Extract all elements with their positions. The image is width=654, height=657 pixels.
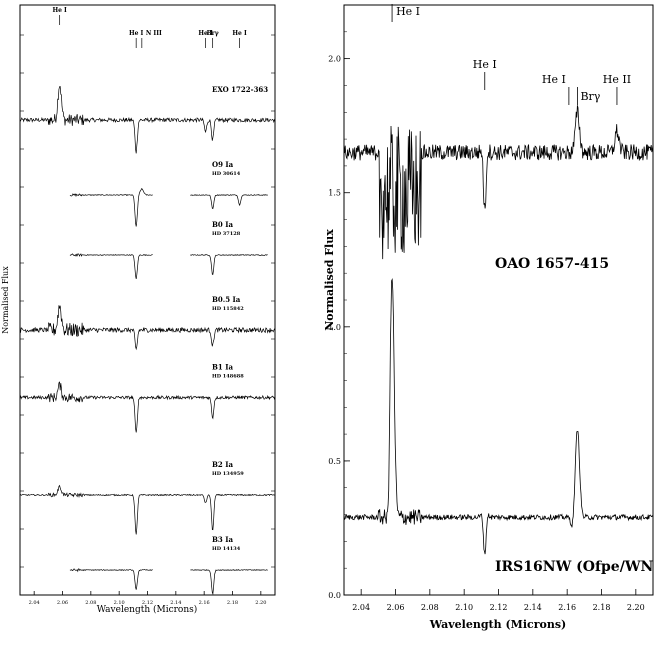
left-x-tick-label: 2.06 <box>57 600 68 606</box>
left-series-label: B2 Ia <box>212 460 233 469</box>
left-y-axis-label: Normalised Flux <box>1 266 10 334</box>
right-x-tick-label: 2.10 <box>455 603 473 612</box>
left-line-marker-label: N III <box>146 30 162 37</box>
left-series-sublabel: HD 148688 <box>212 374 244 380</box>
right-y-tick-label: 0.5 <box>328 457 341 466</box>
right-line-marker-label: He I <box>473 58 497 71</box>
right-spectrum-line <box>343 277 654 555</box>
right-y-tick-label: 0.0 <box>328 591 341 600</box>
left-series-sublabel: HD 134959 <box>212 471 244 477</box>
right-x-tick-label: 2.08 <box>421 603 439 612</box>
left-series-sublabel: HD 30614 <box>212 171 241 177</box>
right-y-axis-label: Normalised Flux <box>323 229 336 331</box>
left-x-tick-label: 2.08 <box>85 600 96 606</box>
right-x-tick-label: 2.16 <box>558 603 576 612</box>
right-x-tick-label: 2.12 <box>490 603 508 612</box>
left-x-tick-label: 2.10 <box>114 600 125 606</box>
left-spectrum-line <box>19 381 276 433</box>
left-series-label: B0 Ia <box>212 220 233 229</box>
left-line-marker-label: He I <box>129 30 144 37</box>
left-line-marker-label: He I <box>232 30 247 37</box>
left-series-label: B1 Ia <box>212 363 233 372</box>
right-x-axis-label: Wavelength (Microns) <box>429 618 566 631</box>
left-spectrum-line <box>69 568 268 596</box>
right-y-tick-label: 1.0 <box>328 323 341 332</box>
left-line-marker-label: He I <box>52 7 67 14</box>
right-line-marker-label: He II <box>603 73 631 86</box>
left-series-sublabel: HD 115842 <box>212 306 244 312</box>
left-series-sublabel: HD 37128 <box>212 231 241 237</box>
right-x-tick-label: 2.18 <box>593 603 611 612</box>
left-spectrum-line <box>19 305 276 351</box>
right-x-tick-label: 2.20 <box>627 603 645 612</box>
right-x-tick-label: 2.06 <box>387 603 405 612</box>
left-x-tick-label: 2.12 <box>142 600 153 606</box>
right-x-tick-label: 2.04 <box>352 603 370 612</box>
right-y-tick-label: 1.5 <box>328 189 341 198</box>
right-plot-frame <box>343 4 654 596</box>
left-spectrum-line <box>19 484 276 535</box>
left-series-label: EXO 1722-363 <box>212 85 268 94</box>
left-x-tick-label: 2.20 <box>255 600 266 606</box>
left-line-marker-label: Brγ <box>207 30 219 37</box>
left-series-label: B0.5 Ia <box>212 295 241 304</box>
right-line-marker-label: He I <box>396 5 420 18</box>
left-series-sublabel: HD 14134 <box>212 546 241 552</box>
right-line-marker-label: He I <box>542 73 566 86</box>
left-series-label: B3 Ia <box>212 535 233 544</box>
left-line-marker-label: He I <box>198 30 213 37</box>
right-spectrum-line <box>343 105 654 260</box>
right-y-tick-label: 2.0 <box>328 55 341 64</box>
left-spectrum-line <box>69 253 268 279</box>
left-spectrum-line <box>69 188 268 227</box>
left-x-axis-label: Wavelength (Microns) <box>97 604 198 615</box>
right-x-tick-label: 2.14 <box>524 603 542 612</box>
right-series-label: IRS16NW (Ofpe/WN9) <box>495 559 654 575</box>
left-spectra-panel: 2.04 2.06 2.08 2.10 2.12 2.14 2.16 2.18 2.20 He … <box>1 4 276 615</box>
right-line-marker-label: Brγ <box>580 90 600 103</box>
left-series-label: O9 Ia <box>212 160 234 169</box>
left-x-tick-label: 2.18 <box>227 600 238 606</box>
left-x-tick-label: 2.16 <box>199 600 210 606</box>
right-spectra-panel: 2.04 2.06 2.08 2.10 2.12 2.14 2.16 2.18 2.20 0.0… <box>323 4 654 631</box>
left-x-tick-label: 2.14 <box>170 600 181 606</box>
right-series-label: OAO 1657-415 <box>495 256 609 272</box>
left-spectrum-line <box>19 86 276 154</box>
left-x-tick-label: 2.04 <box>29 600 40 606</box>
